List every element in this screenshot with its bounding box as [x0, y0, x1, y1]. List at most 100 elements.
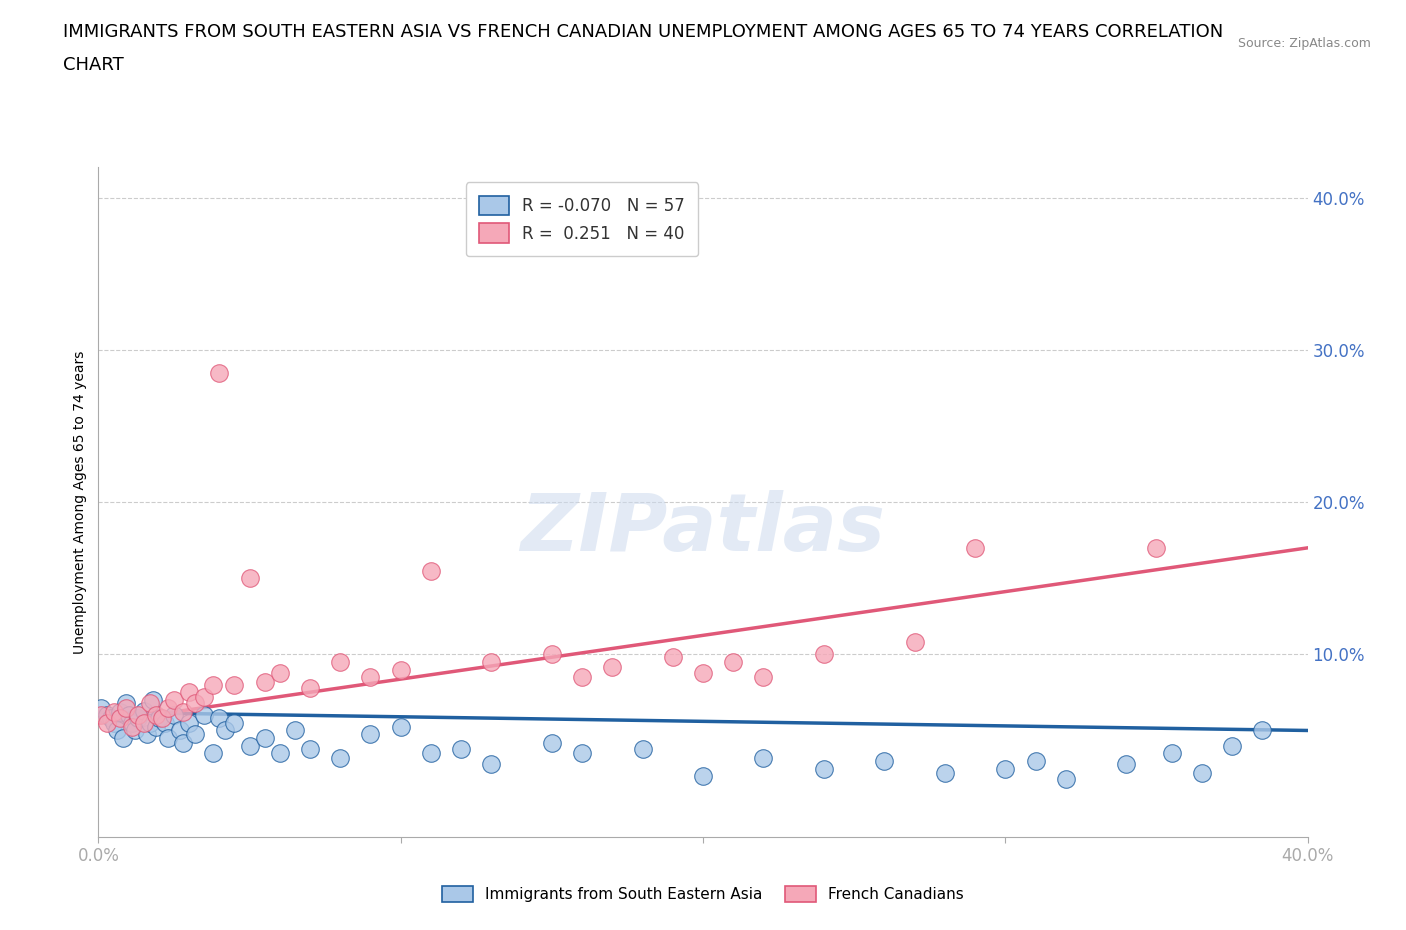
- Point: [156, 731, 179, 746]
- Point: [172, 705, 194, 720]
- Point: [177, 715, 201, 730]
- Point: [389, 720, 412, 735]
- Point: [284, 723, 307, 737]
- Point: [100, 711, 122, 725]
- Point: [299, 741, 322, 756]
- Point: [142, 693, 165, 708]
- Point: [202, 746, 225, 761]
- Point: [114, 700, 136, 715]
- Point: [934, 765, 956, 780]
- Point: [139, 715, 162, 730]
- Text: Source: ZipAtlas.com: Source: ZipAtlas.com: [1237, 37, 1371, 50]
- Point: [329, 751, 352, 765]
- Point: [124, 723, 146, 737]
- Point: [360, 670, 382, 684]
- Point: [1160, 746, 1182, 761]
- Text: IMMIGRANTS FROM SOUTH EASTERN ASIA VS FRENCH CANADIAN UNEMPLOYMENT AMONG AGES 65: IMMIGRANTS FROM SOUTH EASTERN ASIA VS FR…: [63, 23, 1223, 41]
- Point: [1144, 540, 1167, 555]
- Point: [752, 751, 775, 765]
- Point: [193, 708, 215, 723]
- Point: [602, 659, 624, 674]
- Point: [540, 736, 562, 751]
- Point: [1024, 753, 1046, 768]
- Point: [148, 711, 170, 725]
- Point: [1115, 756, 1137, 771]
- Point: [105, 723, 128, 737]
- Point: [965, 540, 987, 555]
- Point: [118, 708, 141, 723]
- Point: [269, 665, 291, 680]
- Point: [752, 670, 775, 684]
- Point: [571, 670, 593, 684]
- Point: [661, 650, 683, 665]
- Point: [481, 655, 503, 670]
- Point: [145, 720, 167, 735]
- Point: [692, 769, 714, 784]
- Point: [172, 736, 194, 751]
- Point: [253, 731, 276, 746]
- Point: [127, 711, 149, 725]
- Text: ZIPatlas: ZIPatlas: [520, 490, 886, 568]
- Y-axis label: Unemployment Among Ages 65 to 74 years: Unemployment Among Ages 65 to 74 years: [73, 351, 87, 654]
- Point: [904, 635, 927, 650]
- Point: [96, 715, 118, 730]
- Point: [419, 564, 441, 578]
- Point: [145, 708, 167, 723]
- Point: [135, 726, 157, 741]
- Point: [184, 696, 207, 711]
- Point: [813, 761, 835, 776]
- Point: [121, 715, 143, 730]
- Point: [150, 711, 173, 725]
- Point: [269, 746, 291, 761]
- Point: [329, 655, 352, 670]
- Point: [96, 708, 118, 723]
- Point: [253, 674, 276, 689]
- Point: [1054, 772, 1077, 787]
- Point: [169, 723, 191, 737]
- Point: [450, 741, 472, 756]
- Point: [108, 711, 131, 725]
- Point: [1251, 723, 1274, 737]
- Point: [1191, 765, 1213, 780]
- Point: [224, 677, 246, 692]
- Text: CHART: CHART: [63, 56, 124, 73]
- Point: [193, 689, 215, 704]
- Point: [139, 696, 162, 711]
- Point: [202, 677, 225, 692]
- Point: [156, 700, 179, 715]
- Point: [103, 715, 125, 730]
- Point: [721, 655, 744, 670]
- Point: [481, 756, 503, 771]
- Point: [90, 708, 112, 723]
- Point: [239, 571, 262, 586]
- Point: [163, 708, 186, 723]
- Point: [1220, 738, 1243, 753]
- Point: [208, 711, 231, 725]
- Point: [111, 731, 134, 746]
- Legend: Immigrants from South Eastern Asia, French Canadians: Immigrants from South Eastern Asia, Fren…: [436, 880, 970, 909]
- Point: [214, 723, 236, 737]
- Point: [153, 715, 176, 730]
- Point: [994, 761, 1017, 776]
- Point: [571, 746, 593, 761]
- Point: [360, 726, 382, 741]
- Point: [540, 647, 562, 662]
- Point: [419, 746, 441, 761]
- Point: [132, 703, 155, 718]
- Point: [239, 738, 262, 753]
- Point: [299, 681, 322, 696]
- Point: [692, 665, 714, 680]
- Point: [224, 715, 246, 730]
- Point: [208, 365, 231, 380]
- Point: [103, 705, 125, 720]
- Point: [813, 647, 835, 662]
- Point: [184, 726, 207, 741]
- Legend: R = -0.070   N = 57, R =  0.251   N = 40: R = -0.070 N = 57, R = 0.251 N = 40: [465, 182, 699, 256]
- Point: [873, 753, 896, 768]
- Point: [163, 693, 186, 708]
- Point: [177, 685, 201, 700]
- Point: [121, 720, 143, 735]
- Point: [631, 741, 654, 756]
- Point: [90, 700, 112, 715]
- Point: [108, 705, 131, 720]
